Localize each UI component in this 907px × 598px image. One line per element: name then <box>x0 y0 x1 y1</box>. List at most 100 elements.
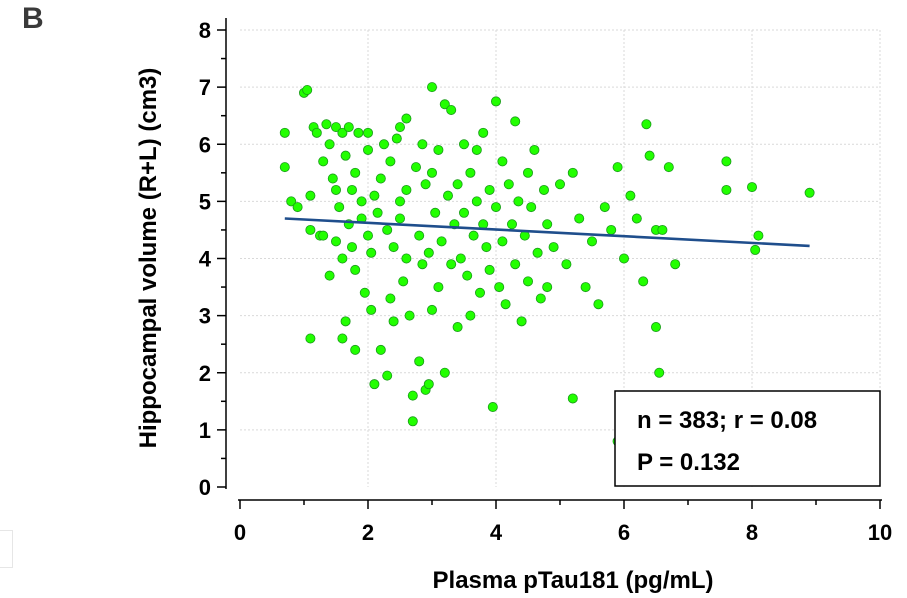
data-point <box>324 270 335 281</box>
data-point <box>292 202 303 213</box>
data-points <box>279 82 815 447</box>
data-point <box>750 244 761 255</box>
data-point <box>340 150 351 161</box>
data-point <box>471 144 482 155</box>
data-point <box>619 253 630 264</box>
data-point <box>378 139 389 150</box>
data-point <box>490 96 501 107</box>
data-point <box>567 393 578 404</box>
data-point <box>516 316 527 327</box>
data-point <box>423 247 434 258</box>
data-point <box>651 322 662 333</box>
data-point <box>350 167 361 178</box>
data-point <box>567 167 578 178</box>
y-tick-label: 2 <box>199 361 211 386</box>
data-point <box>503 179 514 190</box>
data-point <box>462 270 473 281</box>
data-point <box>279 127 290 138</box>
data-point <box>382 370 393 381</box>
data-point <box>721 156 732 167</box>
x-axis-label: Plasma pTau181 (pg/mL) <box>433 567 714 594</box>
data-point <box>490 202 501 213</box>
data-point <box>398 276 409 287</box>
data-point <box>417 139 428 150</box>
side-fragment <box>0 530 13 568</box>
data-point <box>439 367 450 378</box>
data-point <box>587 236 598 247</box>
data-point <box>394 122 405 133</box>
data-point <box>369 379 380 390</box>
data-point <box>638 276 649 287</box>
data-point <box>721 184 732 195</box>
data-point <box>484 184 495 195</box>
data-point <box>506 219 517 230</box>
data-point <box>375 173 386 184</box>
data-point <box>286 196 297 207</box>
data-point <box>362 127 373 138</box>
stats-line-1: n = 383; r = 0.08 <box>637 407 817 434</box>
data-point <box>305 333 316 344</box>
panel-label: B <box>22 2 44 35</box>
data-point <box>321 119 332 130</box>
data-point <box>318 156 329 167</box>
y-tick-label: 0 <box>199 475 211 500</box>
data-point <box>625 190 636 201</box>
y-axis-label: Hippocampal volume (R+L) (cm3) <box>135 68 162 449</box>
data-point <box>497 236 508 247</box>
data-point <box>362 230 373 241</box>
data-point <box>423 379 434 390</box>
y-tick-label: 8 <box>199 18 211 43</box>
data-point <box>401 184 412 195</box>
data-point <box>388 242 399 253</box>
y-tick-label: 6 <box>199 132 211 157</box>
data-point <box>420 179 431 190</box>
data-point <box>401 253 412 264</box>
data-point <box>539 184 550 195</box>
data-point <box>747 182 758 193</box>
data-point <box>510 259 521 270</box>
data-point <box>471 196 482 207</box>
data-point <box>561 259 572 270</box>
data-point <box>436 236 447 247</box>
data-point <box>654 367 665 378</box>
data-point <box>426 304 437 315</box>
data-point <box>468 230 479 241</box>
stats-box: n = 383; r = 0.08 P = 0.132 <box>614 390 881 487</box>
data-point <box>555 179 566 190</box>
data-point <box>394 196 405 207</box>
data-point <box>343 122 354 133</box>
x-ticks: 0 2 4 6 8 10 <box>234 500 892 545</box>
data-point <box>526 202 537 213</box>
data-point <box>487 402 498 413</box>
data-point <box>500 299 511 310</box>
y-tick-label: 7 <box>199 75 211 100</box>
data-point <box>433 282 444 293</box>
data-point <box>407 416 418 427</box>
data-point <box>330 236 341 247</box>
data-point <box>631 213 642 224</box>
data-point <box>414 356 425 367</box>
data-point <box>529 144 540 155</box>
data-point <box>359 287 370 298</box>
data-point <box>532 247 543 258</box>
y-tick-label: 1 <box>199 418 211 443</box>
data-point <box>574 213 585 224</box>
data-point <box>350 344 361 355</box>
y-ticks: 0 1 2 3 4 5 6 7 8 <box>199 18 226 500</box>
data-point <box>385 156 396 167</box>
data-point <box>484 264 495 275</box>
data-point <box>497 156 508 167</box>
data-point <box>510 116 521 127</box>
data-point <box>318 230 329 241</box>
y-tick-label: 4 <box>199 247 212 272</box>
data-point <box>458 139 469 150</box>
data-point <box>430 207 441 218</box>
data-point <box>302 84 313 95</box>
data-point <box>542 219 553 230</box>
data-point <box>366 304 377 315</box>
data-point <box>433 144 444 155</box>
data-point <box>478 127 489 138</box>
data-point <box>513 196 524 207</box>
data-point <box>523 276 534 287</box>
data-point <box>612 162 623 173</box>
